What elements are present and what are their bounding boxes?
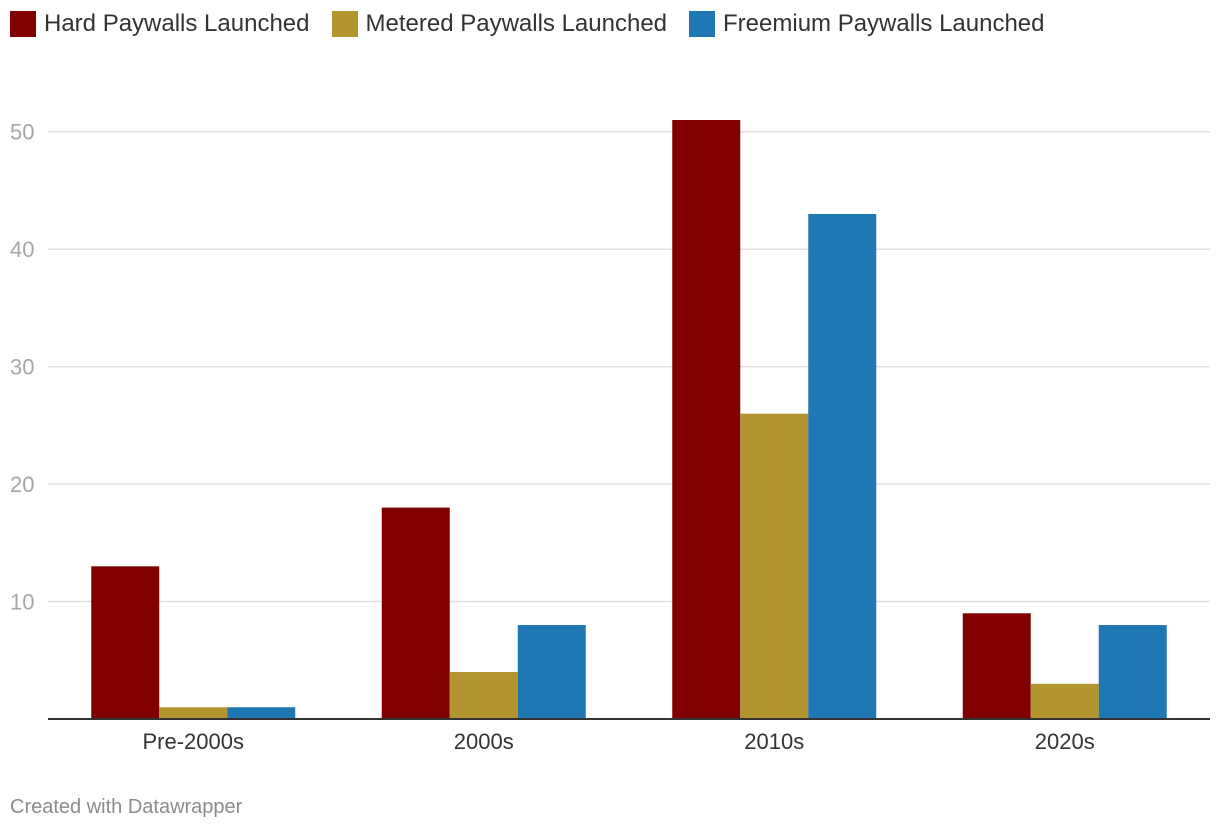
legend-item-hard: Hard Paywalls Launched [10,10,310,38]
bar [1030,683,1099,719]
legend-label-metered: Metered Paywalls Launched [365,10,668,37]
bar-chart: 10 20 30 40 50 Pre-2000s 2000s 2010s 2020s [10,120,1210,754]
bar [740,413,809,719]
bar [91,566,160,719]
bar [159,707,228,719]
y-tick-label: 40 [10,237,34,262]
x-tick-label: 2010s [744,729,804,754]
legend-swatch-metered [331,11,358,37]
legend-swatch-hard [10,11,36,37]
footer-credit: Created with Datawrapper [10,796,243,818]
bar [1098,625,1167,719]
chart-legend: Hard Paywalls Launched Metered Paywalls … [10,9,1067,39]
legend-item-metered: Metered Paywalls Launched [331,10,668,38]
bar [672,120,741,719]
bar [227,707,296,719]
bar [962,613,1031,719]
legend-item-freemium: Freemium Paywalls Launched [689,10,1045,38]
legend-label-freemium: Freemium Paywalls Launched [723,10,1045,37]
legend-label-hard: Hard Paywalls Launched [44,10,310,37]
x-tick-label: 2000s [454,729,514,754]
bar [449,672,518,719]
legend-swatch-freemium [689,11,716,37]
bar [808,213,877,719]
y-tick-label: 20 [10,472,34,497]
y-tick-label: 30 [10,355,34,380]
x-tick-label: Pre-2000s [142,729,244,754]
x-tick-label: 2020s [1035,729,1095,754]
bar [381,507,450,719]
y-tick-label: 10 [10,590,34,615]
y-tick-label: 50 [10,120,34,145]
bar [517,625,586,719]
